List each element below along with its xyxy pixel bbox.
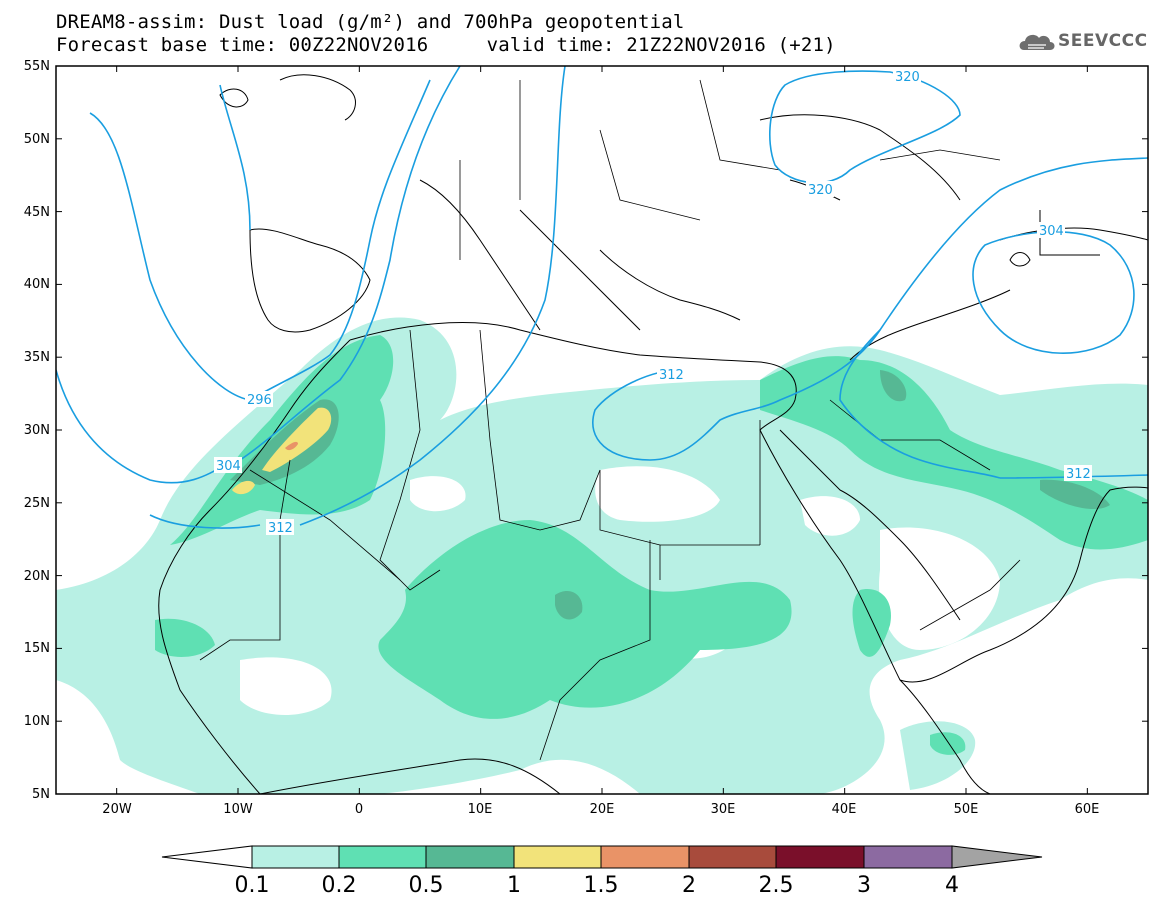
colorbar-swatch xyxy=(600,845,690,869)
logo-text: SEEVCCC xyxy=(1058,31,1148,51)
colorbar-label: 3 xyxy=(857,873,871,898)
contour-label: 312 xyxy=(268,521,293,536)
lon-label: 10E xyxy=(468,802,493,817)
lat-label: 55N xyxy=(24,59,50,74)
seevccc-logo xyxy=(1019,34,1055,50)
lat-label: 30N xyxy=(24,423,50,438)
colorbar-label: 0.1 xyxy=(235,873,270,898)
dust-field-peak xyxy=(232,407,332,495)
axis-ticks xyxy=(56,65,1148,795)
colorbar-label: 4 xyxy=(945,873,959,898)
colorbar-swatch xyxy=(513,845,602,869)
colorbar-label: 0.2 xyxy=(322,873,357,898)
lon-label: 40E xyxy=(832,802,857,817)
colorbar: 0.1 0.2 0.5 1 1.5 2 2.5 3 4 xyxy=(161,845,1043,898)
geopotential-contours xyxy=(56,66,1148,529)
colorbar-label: 2.5 xyxy=(759,873,794,898)
lat-label: 25N xyxy=(24,496,50,511)
coastlines xyxy=(158,74,1148,794)
contour-label: 312 xyxy=(659,368,684,383)
map-title: DREAM8-assim: Dust load (g/m²) and 700hP… xyxy=(56,11,685,33)
longitude-labels: 20W 10W 0 10E 20E 30E 40E 50E 60E xyxy=(102,802,1099,817)
contour-label: 304 xyxy=(1039,224,1064,239)
contour-label: 320 xyxy=(808,183,833,198)
contour-label: 304 xyxy=(216,459,241,474)
colorbar-label: 0.5 xyxy=(409,873,444,898)
contour-labels: 296 304 312 312 312 320 320 304 xyxy=(214,68,1092,536)
lat-label: 50N xyxy=(24,132,50,147)
lon-label: 30E xyxy=(711,802,736,817)
lon-label: 20W xyxy=(102,802,132,817)
country-borders xyxy=(199,79,1021,761)
lat-label: 15N xyxy=(24,641,50,656)
cloud-icon xyxy=(1019,34,1055,50)
contour-label: 312 xyxy=(1066,467,1091,482)
colorbar-swatch xyxy=(338,845,427,869)
colorbar-low-arrow xyxy=(161,845,253,869)
contour-label: 296 xyxy=(247,393,272,408)
lat-label: 5N xyxy=(32,787,50,802)
colorbar-swatch xyxy=(251,845,340,869)
lat-label: 10N xyxy=(24,714,50,729)
contour-label: 320 xyxy=(895,70,920,85)
latitude-labels: 55N 50N 45N 40N 35N 30N 25N 20N 15N 10N … xyxy=(24,59,50,802)
dust-field-max xyxy=(285,441,298,451)
colorbar-swatch xyxy=(425,845,515,869)
lon-label: 10W xyxy=(223,802,253,817)
colorbar-swatch xyxy=(775,845,865,869)
colorbar-swatch xyxy=(688,845,777,869)
colorbar-label: 1.5 xyxy=(584,873,619,898)
colorbar-swatch xyxy=(863,845,953,869)
lat-label: 20N xyxy=(24,569,50,584)
colorbar-label: 2 xyxy=(682,873,696,898)
map-subtitle: Forecast base time: 00Z22NOV2016 valid t… xyxy=(56,34,836,56)
lat-label: 35N xyxy=(24,350,50,365)
lat-label: 45N xyxy=(24,205,50,220)
lat-label: 40N xyxy=(24,277,50,292)
colorbar-label: 1 xyxy=(507,873,521,898)
lon-label: 20E xyxy=(590,802,615,817)
lon-label: 50E xyxy=(954,802,979,817)
lon-label: 0 xyxy=(355,802,363,817)
lon-label: 60E xyxy=(1075,802,1100,817)
colorbar-high-arrow xyxy=(951,845,1043,869)
